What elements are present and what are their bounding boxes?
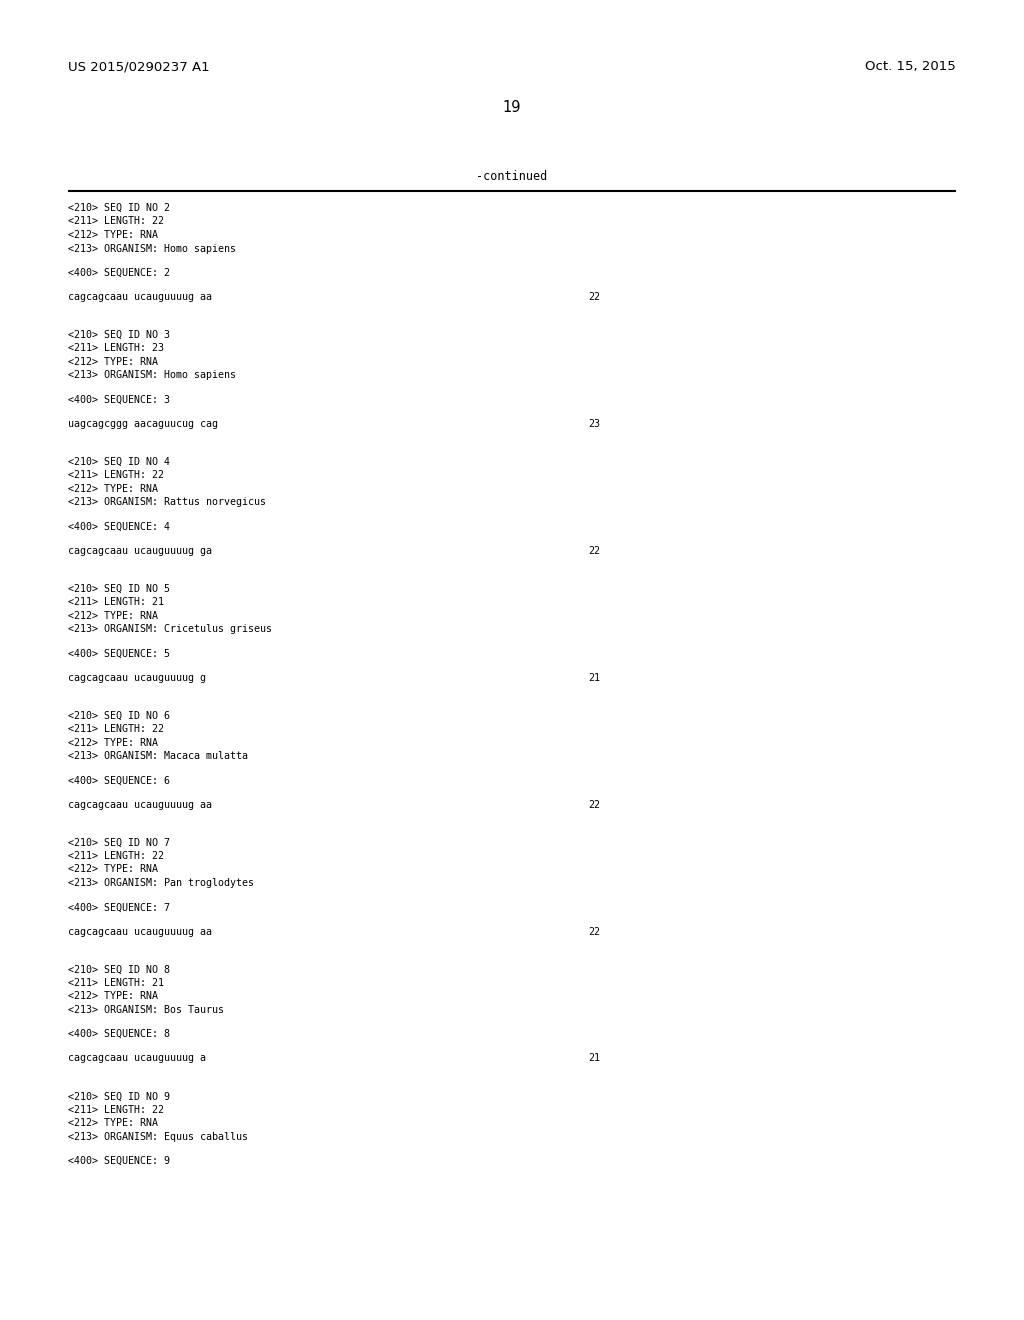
Text: <210> SEQ ID NO 2: <210> SEQ ID NO 2 — [68, 203, 170, 213]
Text: <213> ORGANISM: Bos Taurus: <213> ORGANISM: Bos Taurus — [68, 1005, 224, 1015]
Text: <210> SEQ ID NO 8: <210> SEQ ID NO 8 — [68, 965, 170, 974]
Text: <213> ORGANISM: Macaca mulatta: <213> ORGANISM: Macaca mulatta — [68, 751, 248, 762]
Text: <212> TYPE: RNA: <212> TYPE: RNA — [68, 356, 158, 367]
Text: <212> TYPE: RNA: <212> TYPE: RNA — [68, 865, 158, 874]
Text: <212> TYPE: RNA: <212> TYPE: RNA — [68, 1118, 158, 1129]
Text: <213> ORGANISM: Equus caballus: <213> ORGANISM: Equus caballus — [68, 1131, 248, 1142]
Text: <213> ORGANISM: Homo sapiens: <213> ORGANISM: Homo sapiens — [68, 243, 236, 253]
Text: <211> LENGTH: 22: <211> LENGTH: 22 — [68, 1105, 164, 1115]
Text: <211> LENGTH: 21: <211> LENGTH: 21 — [68, 978, 164, 987]
Text: <212> TYPE: RNA: <212> TYPE: RNA — [68, 991, 158, 1002]
Text: 22: 22 — [588, 800, 600, 809]
Text: <210> SEQ ID NO 9: <210> SEQ ID NO 9 — [68, 1092, 170, 1101]
Text: cagcagcaau ucauguuuug aa: cagcagcaau ucauguuuug aa — [68, 800, 212, 809]
Text: <210> SEQ ID NO 7: <210> SEQ ID NO 7 — [68, 837, 170, 847]
Text: <213> ORGANISM: Rattus norvegicus: <213> ORGANISM: Rattus norvegicus — [68, 498, 266, 507]
Text: cagcagcaau ucauguuuug a: cagcagcaau ucauguuuug a — [68, 1053, 206, 1064]
Text: <210> SEQ ID NO 4: <210> SEQ ID NO 4 — [68, 457, 170, 467]
Text: <213> ORGANISM: Cricetulus griseus: <213> ORGANISM: Cricetulus griseus — [68, 624, 272, 634]
Text: -continued: -continued — [476, 170, 548, 183]
Text: <400> SEQUENCE: 7: <400> SEQUENCE: 7 — [68, 903, 170, 912]
Text: 21: 21 — [588, 1053, 600, 1064]
Text: cagcagcaau ucauguuuug g: cagcagcaau ucauguuuug g — [68, 673, 206, 682]
Text: <400> SEQUENCE: 9: <400> SEQUENCE: 9 — [68, 1156, 170, 1166]
Text: <400> SEQUENCE: 4: <400> SEQUENCE: 4 — [68, 521, 170, 532]
Text: <400> SEQUENCE: 3: <400> SEQUENCE: 3 — [68, 395, 170, 405]
Text: <400> SEQUENCE: 5: <400> SEQUENCE: 5 — [68, 648, 170, 659]
Text: <210> SEQ ID NO 6: <210> SEQ ID NO 6 — [68, 710, 170, 721]
Text: <400> SEQUENCE: 2: <400> SEQUENCE: 2 — [68, 268, 170, 277]
Text: <211> LENGTH: 22: <211> LENGTH: 22 — [68, 470, 164, 480]
Text: <212> TYPE: RNA: <212> TYPE: RNA — [68, 611, 158, 620]
Text: <211> LENGTH: 22: <211> LENGTH: 22 — [68, 216, 164, 227]
Text: <213> ORGANISM: Homo sapiens: <213> ORGANISM: Homo sapiens — [68, 371, 236, 380]
Text: 21: 21 — [588, 673, 600, 682]
Text: <212> TYPE: RNA: <212> TYPE: RNA — [68, 230, 158, 240]
Text: <400> SEQUENCE: 6: <400> SEQUENCE: 6 — [68, 775, 170, 785]
Text: <210> SEQ ID NO 3: <210> SEQ ID NO 3 — [68, 330, 170, 341]
Text: 23: 23 — [588, 418, 600, 429]
Text: 22: 22 — [588, 292, 600, 302]
Text: <400> SEQUENCE: 8: <400> SEQUENCE: 8 — [68, 1030, 170, 1039]
Text: US 2015/0290237 A1: US 2015/0290237 A1 — [68, 59, 210, 73]
Text: cagcagcaau ucauguuuug aa: cagcagcaau ucauguuuug aa — [68, 927, 212, 937]
Text: <211> LENGTH: 22: <211> LENGTH: 22 — [68, 851, 164, 861]
Text: uagcagcggg aacaguucug cag: uagcagcggg aacaguucug cag — [68, 418, 218, 429]
Text: <210> SEQ ID NO 5: <210> SEQ ID NO 5 — [68, 583, 170, 594]
Text: cagcagcaau ucauguuuug aa: cagcagcaau ucauguuuug aa — [68, 292, 212, 302]
Text: Oct. 15, 2015: Oct. 15, 2015 — [865, 59, 956, 73]
Text: <211> LENGTH: 22: <211> LENGTH: 22 — [68, 725, 164, 734]
Text: <212> TYPE: RNA: <212> TYPE: RNA — [68, 484, 158, 494]
Text: cagcagcaau ucauguuuug ga: cagcagcaau ucauguuuug ga — [68, 546, 212, 556]
Text: 22: 22 — [588, 927, 600, 937]
Text: <213> ORGANISM: Pan troglodytes: <213> ORGANISM: Pan troglodytes — [68, 878, 254, 888]
Text: 19: 19 — [503, 100, 521, 115]
Text: <211> LENGTH: 21: <211> LENGTH: 21 — [68, 597, 164, 607]
Text: <212> TYPE: RNA: <212> TYPE: RNA — [68, 738, 158, 747]
Text: 22: 22 — [588, 546, 600, 556]
Text: <211> LENGTH: 23: <211> LENGTH: 23 — [68, 343, 164, 354]
